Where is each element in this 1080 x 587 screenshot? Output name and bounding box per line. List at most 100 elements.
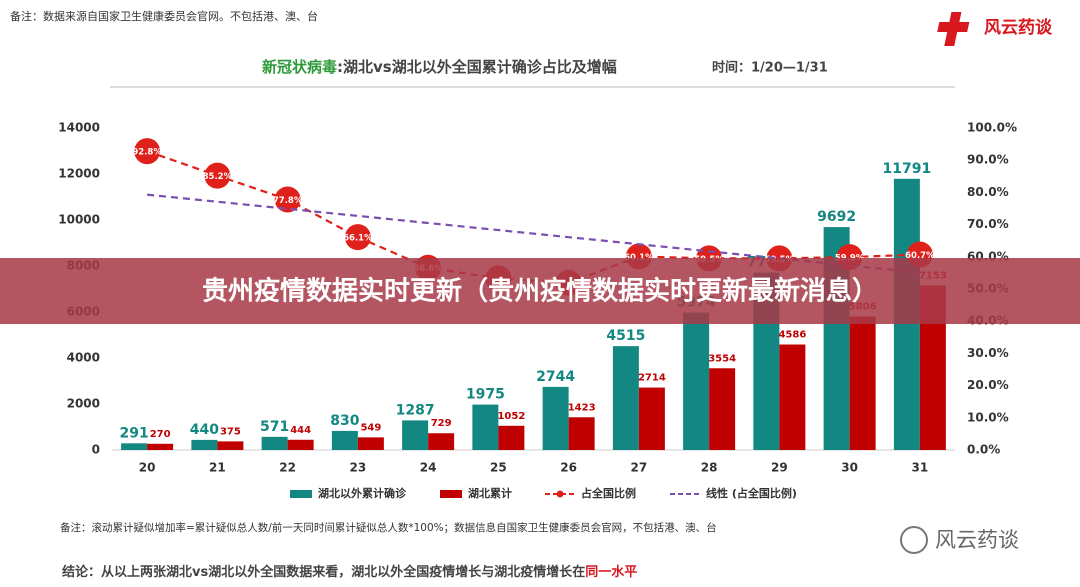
x-tick-label: 29 <box>771 461 788 475</box>
y2-tick-label: 80.0% <box>967 185 1009 199</box>
bar-value-label: 830 <box>330 413 359 429</box>
legend-label: 湖北累计 <box>468 486 512 500</box>
y-tick-label: 4000 <box>67 351 100 365</box>
bar-value-label: 4586 <box>778 330 806 341</box>
y2-tick-label: 20.0% <box>967 378 1009 392</box>
marker <box>274 186 301 213</box>
bar-value-label: 2744 <box>536 369 575 385</box>
marker-label: 60.1% <box>624 253 654 263</box>
bar <box>402 420 429 450</box>
bar-value-label: 4515 <box>606 328 645 344</box>
marker-label: 85.2% <box>203 172 233 182</box>
bar-value-label: 375 <box>220 426 241 437</box>
conclusion-highlight: 同一水平 <box>585 564 637 580</box>
banner-text: 贵州疫情数据实时更新（贵州疫情数据实时更新最新消息） <box>202 276 878 307</box>
banner <box>0 258 1080 324</box>
x-tick-label: 22 <box>279 461 296 475</box>
bar <box>568 417 595 450</box>
bar <box>147 443 174 450</box>
x-tick-label: 24 <box>420 461 437 475</box>
marker-label: 77.8% <box>273 196 303 206</box>
x-tick-label: 28 <box>701 461 718 475</box>
bar-value-label: 1423 <box>568 402 596 413</box>
x-tick-label: 25 <box>490 461 507 475</box>
bar <box>683 312 710 450</box>
bar-value-label: 729 <box>431 418 452 429</box>
title-highlight: 新冠状病毒 <box>262 58 337 76</box>
bar <box>217 441 244 450</box>
y-tick-label: 14000 <box>58 121 100 135</box>
bar-value-label: 549 <box>360 422 381 433</box>
bar-value-label: 9692 <box>817 209 856 225</box>
x-tick-label: 31 <box>912 461 929 475</box>
conclusion: 结论：从以上两张湖北vs湖北以外全国数据来看，湖北以外全国疫情增长与湖北疫情增长… <box>62 564 637 580</box>
bar <box>472 404 499 450</box>
bar-value-label: 571 <box>260 419 289 435</box>
marker <box>134 138 161 165</box>
bar <box>849 316 876 450</box>
conclusion-text: 结论：从以上两张湖北vs湖北以外全国数据来看，湖北以外全国疫情增长与湖北疫情增长… <box>62 564 585 580</box>
bar <box>287 439 314 450</box>
legend-label: 线性 (占全国比例) <box>706 486 797 500</box>
legend-swatch <box>440 490 462 498</box>
legend-label: 湖北以外累计确诊 <box>318 486 407 500</box>
bar <box>542 386 569 450</box>
bar <box>357 437 384 450</box>
bar <box>428 433 455 450</box>
bar-value-label: 270 <box>150 429 171 440</box>
bar-value-label: 1052 <box>497 411 525 422</box>
y2-tick-label: 30.0% <box>967 346 1009 360</box>
marker <box>344 224 371 251</box>
x-tick-label: 23 <box>350 461 367 475</box>
bar-value-label: 11791 <box>883 161 932 177</box>
marker-label: 60.7% <box>905 251 935 261</box>
legend-marker <box>556 490 564 498</box>
legend-label: 占全国比例 <box>581 486 636 500</box>
bar-value-label: 444 <box>290 425 311 436</box>
bar-value-label: 1975 <box>466 387 505 403</box>
time-label: 时间：1/20—1/31 <box>712 60 828 76</box>
y-tick-label: 0 <box>92 443 100 457</box>
watermark: 风云药谈 <box>900 526 1019 554</box>
logo: 风云药谈 <box>937 12 1053 46</box>
x-tick-label: 27 <box>631 461 648 475</box>
x-tick-label: 30 <box>841 461 858 475</box>
marker <box>204 162 231 189</box>
x-tick-label: 26 <box>560 461 577 475</box>
bar <box>638 387 665 450</box>
y-tick-label: 10000 <box>58 213 100 227</box>
footer-note: 备注：滚动累计疑似增加率=累计疑似总人数/前一天同时间累计疑似总人数*100%；… <box>60 521 717 534</box>
x-tick-label: 21 <box>209 461 226 475</box>
y-tick-label: 2000 <box>67 397 100 411</box>
marker-label: 92.8% <box>132 148 162 158</box>
bar-value-label: 440 <box>190 422 219 438</box>
legend-swatch <box>290 490 312 498</box>
y-tick-label: 12000 <box>58 167 100 181</box>
logo-text: 风云药谈 <box>984 17 1053 38</box>
bar <box>612 346 639 450</box>
bar <box>261 436 288 450</box>
header-note: 备注：数据来源自国家卫生健康委员会官网。不包括港、澳、台 <box>10 9 318 23</box>
title-text: :湖北vs湖北以外全国累计确诊占比及增幅 <box>337 58 617 76</box>
marker-label: 66.1% <box>343 234 373 244</box>
bar <box>121 443 148 450</box>
chart-title: 新冠状病毒:湖北vs湖北以外全国累计确诊占比及增幅 <box>262 58 617 76</box>
watermark-text: 风云药谈 <box>935 528 1019 552</box>
bar-value-label: 2714 <box>638 373 666 384</box>
bar-value-label: 3554 <box>708 353 736 364</box>
bar <box>498 425 525 450</box>
bar <box>331 430 358 450</box>
y2-tick-label: 70.0% <box>967 217 1009 231</box>
x-tick-label: 20 <box>139 461 156 475</box>
y2-tick-label: 90.0% <box>967 153 1009 167</box>
y2-tick-label: 10.0% <box>967 410 1009 424</box>
y2-tick-label: 0.0% <box>967 443 1000 457</box>
line <box>147 193 920 274</box>
bar <box>779 344 806 450</box>
bar <box>191 439 218 450</box>
bar <box>709 368 736 450</box>
bar-value-label: 291 <box>120 425 149 441</box>
bar-value-label: 1287 <box>396 402 435 418</box>
